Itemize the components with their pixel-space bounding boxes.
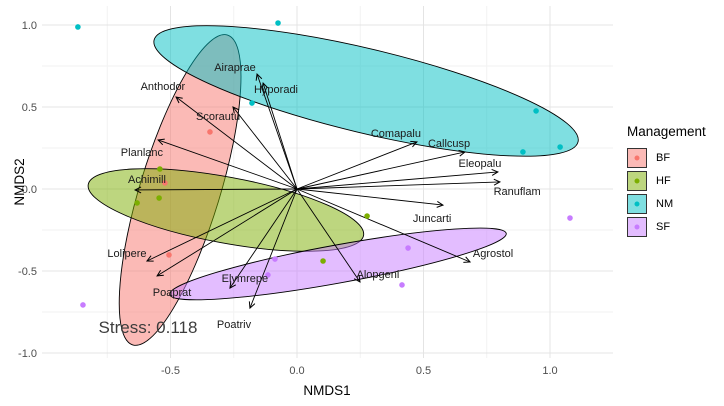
sample-point-SF: [399, 282, 405, 288]
sample-point-SF: [265, 272, 271, 278]
species-arrow-Planlanc: [157, 138, 298, 190]
species-label-Hyporadi: Hyporadi: [254, 84, 298, 96]
legend-item-label: SF: [656, 221, 671, 233]
legend-item-HF: HF: [627, 171, 723, 191]
legend-key-dot: [634, 178, 640, 184]
ellipse-HF: [87, 168, 365, 252]
species-label-Alopgeni: Alopgeni: [357, 269, 400, 281]
legend-item-NM: NM: [627, 194, 723, 214]
species-arrow-Hyporadi: [261, 81, 298, 190]
legend-key-NM: [627, 194, 647, 214]
species-arrow-Airaprae: [255, 72, 298, 190]
species-label-Poaprat: Poaprat: [153, 287, 192, 299]
species-label-Achimill: Achimill: [128, 174, 166, 186]
x-tick-label: -0.5: [161, 365, 180, 377]
sample-point-HF: [320, 258, 326, 264]
legend-key-dot: [634, 201, 640, 207]
sample-point-SF: [405, 245, 411, 251]
sample-point-SF: [567, 215, 573, 221]
species-label-Juncarti: Juncarti: [413, 213, 452, 225]
sample-point-NM: [275, 20, 281, 26]
sample-point-NM: [557, 144, 563, 150]
species-arrow-Alopgeni: [296, 188, 361, 283]
y-tick-label: 1.0: [22, 20, 37, 32]
species-arrow-Scorautu: [232, 106, 298, 190]
species-label-Elymrepe: Elymrepe: [222, 273, 268, 285]
y-axis-tick-labels: 1.0 0.5 0.0 -0.5 -1.0: [18, 20, 37, 360]
stress-annotation: Stress: 0.118: [99, 318, 198, 337]
sample-point-HF: [156, 195, 162, 201]
species-label-Lolipere: Lolipere: [107, 248, 146, 260]
y-tick-label: 0.0: [22, 184, 37, 196]
sample-point-HF: [157, 166, 163, 172]
species-arrow-Achimill: [133, 186, 298, 194]
species-label-Callcusp: Callcusp: [428, 138, 470, 150]
ellipse-NM: [153, 25, 579, 157]
species-label-Eleopalu: Eleopalu: [459, 158, 502, 170]
species-arrow-Comapalu: [296, 140, 418, 190]
species-arrow-Anthodor: [175, 96, 298, 190]
species-label-Agrostol: Agrostol: [473, 248, 513, 260]
y-tick-label: -0.5: [18, 266, 37, 278]
species-label-Scorautu: Scorautu: [196, 111, 240, 123]
sample-point-SF: [80, 302, 86, 308]
sample-point-HF: [364, 213, 370, 219]
sample-point-NM: [249, 100, 255, 106]
species-label-Poatriv: Poatriv: [217, 319, 252, 331]
species-arrow-Ranuflam: [296, 178, 502, 190]
legend-item-label: HF: [656, 175, 671, 187]
legend-title: Management: [627, 124, 706, 139]
species-arrow-Lolipere: [145, 188, 298, 262]
legend-item-label: NM: [656, 198, 674, 210]
sample-points: [75, 20, 573, 308]
species-label-Anthodor: Anthodor: [141, 81, 186, 93]
sample-point-HF: [134, 200, 140, 206]
species-arrow-Poaprat: [156, 188, 298, 277]
legend-key-SF: [627, 217, 647, 237]
sample-point-SF: [272, 256, 278, 262]
sample-point-BF: [207, 129, 213, 135]
legend-item-BF: BF: [627, 148, 723, 168]
species-arrows: [133, 72, 502, 310]
y-tick-label: -1.0: [18, 348, 37, 360]
species-arrow-Elymrepe: [229, 188, 298, 289]
species-arrow-Callcusp: [296, 149, 467, 190]
legend-items: BF HF NM SF: [627, 148, 723, 237]
species-label-Airaprae: Airaprae: [214, 62, 256, 74]
sample-point-BF: [166, 252, 172, 258]
legend-key-dot: [634, 224, 640, 230]
x-tick-label: 1.0: [542, 365, 557, 377]
x-tick-label: 0.5: [416, 365, 431, 377]
sample-point-NM: [533, 108, 539, 114]
species-label-Comapalu: Comapalu: [371, 128, 421, 140]
legend-item-SF: SF: [627, 217, 723, 237]
species-arrow-Agrostol: [296, 188, 472, 263]
sample-point-NM: [75, 24, 81, 30]
species-arrow-Juncarti: [296, 188, 445, 208]
legend-item-label: BF: [656, 152, 671, 164]
species-arrow-Eleopalu: [296, 168, 499, 190]
sample-point-NM: [520, 149, 526, 155]
species-arrow-Poatriv: [248, 188, 298, 310]
y-tick-label: 0.5: [22, 102, 37, 114]
y-axis-title: NMDS2: [12, 158, 27, 205]
sample-point-BF: [162, 180, 168, 186]
x-tick-label: 0.0: [289, 365, 304, 377]
x-axis-tick-labels: -0.5 0.0 0.5 1.0: [161, 365, 558, 377]
x-axis-title: NMDS1: [303, 383, 350, 398]
legend-key-dot: [634, 155, 640, 161]
legend: Management BF HF NM SF: [627, 124, 723, 240]
legend-key-HF: [627, 171, 647, 191]
species-label-Ranuflam: Ranuflam: [494, 186, 541, 198]
species-labels: Airaprae Hyporadi Anthodor Scorautu Planlanc…: [107, 62, 540, 331]
legend-key-BF: [627, 148, 647, 168]
species-label-Planlanc: Planlanc: [121, 147, 164, 159]
